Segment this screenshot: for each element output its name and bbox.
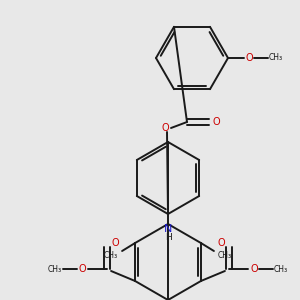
Text: CH₃: CH₃ — [218, 250, 232, 260]
Text: O: O — [245, 53, 253, 63]
Text: CH₃: CH₃ — [48, 265, 62, 274]
Text: O: O — [161, 123, 169, 133]
Text: CH₃: CH₃ — [269, 53, 283, 62]
Text: O: O — [217, 238, 225, 248]
Text: N: N — [164, 224, 172, 234]
Text: H: H — [165, 232, 171, 242]
Text: O: O — [111, 238, 119, 248]
Text: CH₃: CH₃ — [104, 250, 118, 260]
Text: CH₃: CH₃ — [274, 265, 288, 274]
Text: O: O — [212, 117, 220, 127]
Text: O: O — [250, 264, 258, 274]
Text: O: O — [78, 264, 86, 274]
